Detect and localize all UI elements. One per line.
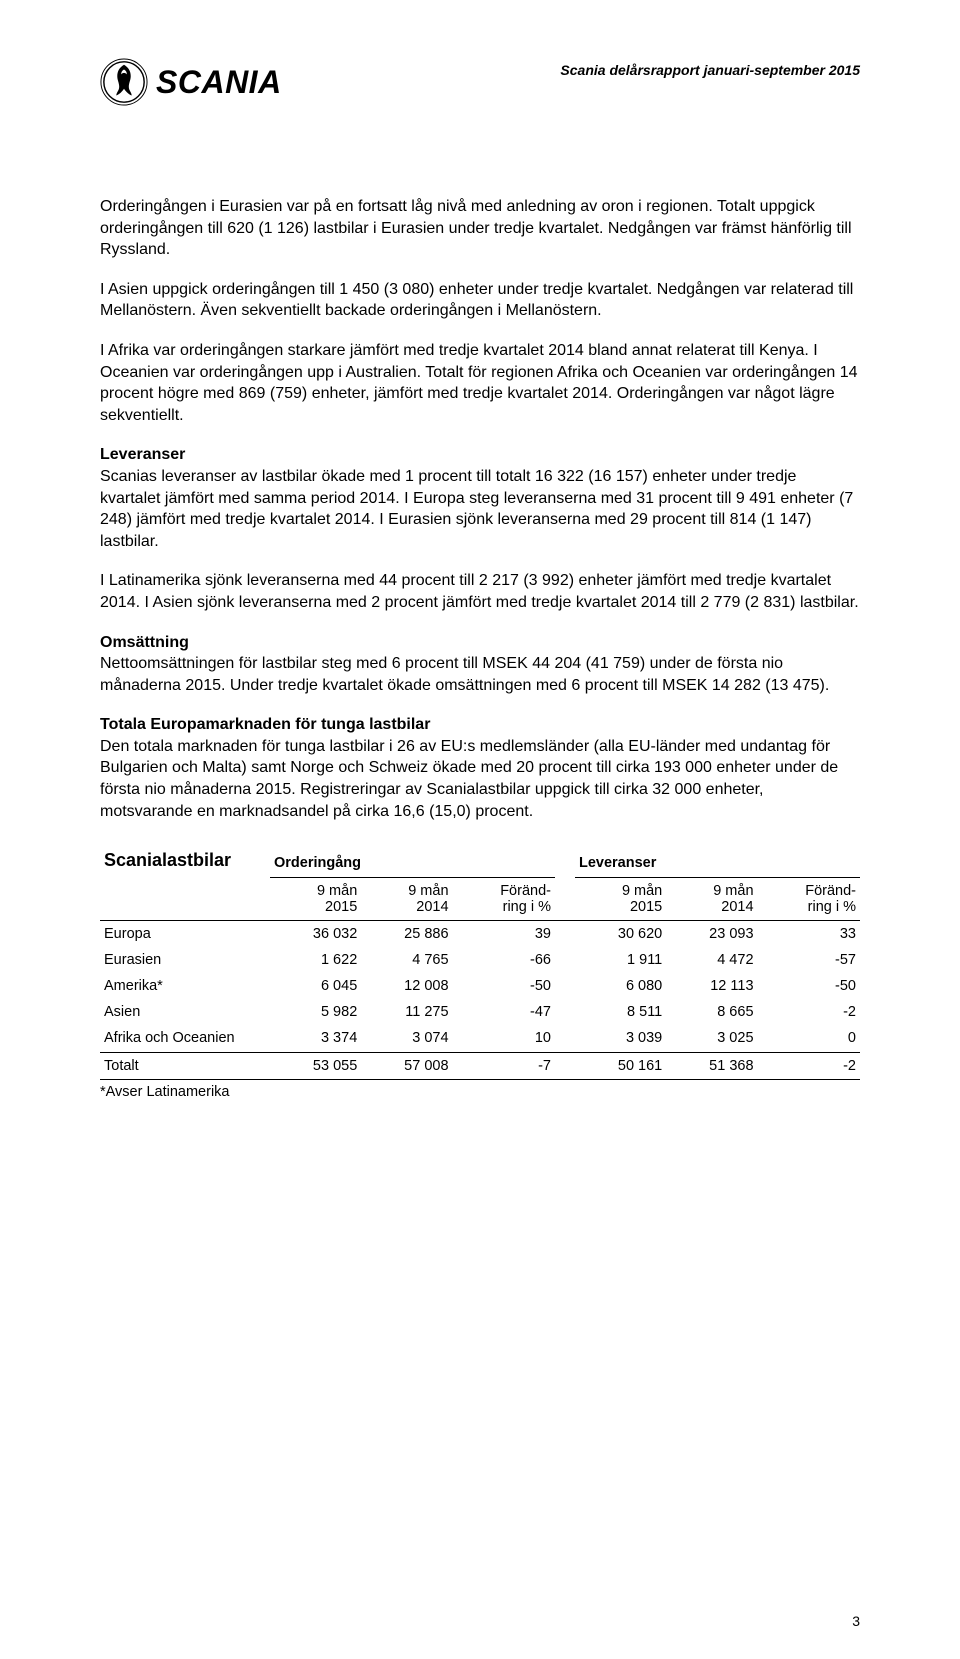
- cell: 6 045: [270, 973, 361, 999]
- table-title: Scanialastbilar: [100, 850, 270, 877]
- heading-europamarknad: Totala Europamarknaden för tunga lastbil…: [100, 716, 430, 733]
- colgroup-deliveries: Leveranser: [575, 850, 860, 877]
- cell: 3 025: [666, 1025, 757, 1053]
- table-total-row: Totalt53 05557 008-7 50 16151 368-2: [100, 1052, 860, 1079]
- cell: 3 374: [270, 1025, 361, 1053]
- row-label: Afrika och Oceanien: [100, 1025, 270, 1053]
- para-5: I Latinamerika sjönk leveranserna med 44…: [100, 570, 860, 613]
- table-row: Amerika*6 04512 008-506 08012 113-50: [100, 973, 860, 999]
- cell: 51 368: [666, 1052, 757, 1079]
- colgroup-orders: Orderingång: [270, 850, 555, 877]
- col-l14: 9 mån2014: [666, 877, 757, 920]
- para-6: Nettoomsättningen för lastbilar steg med…: [100, 655, 829, 694]
- heading-leveranser: Leveranser: [100, 446, 185, 463]
- cell: -57: [758, 947, 860, 973]
- logo-text: SCANIA: [156, 64, 282, 101]
- cell: 1 622: [270, 947, 361, 973]
- row-label: Totalt: [100, 1052, 270, 1079]
- cell: 30 620: [575, 920, 666, 947]
- cell: 39: [453, 920, 555, 947]
- cell: 4 472: [666, 947, 757, 973]
- para-4: Scanias leveranser av lastbilar ökade me…: [100, 468, 853, 550]
- cell: 4 765: [361, 947, 452, 973]
- col-lc: Föränd-ring i %: [758, 877, 860, 920]
- cell: -7: [453, 1052, 555, 1079]
- para-leveranser: Leveranser Scanias leveranser av lastbil…: [100, 444, 860, 552]
- table-row: Asien5 98211 275-47 8 5118 665-2: [100, 999, 860, 1025]
- row-label: Asien: [100, 999, 270, 1025]
- table-row: Afrika och Oceanien3 3743 07410 3 0393 02…: [100, 1025, 860, 1053]
- cell: -66: [453, 947, 555, 973]
- cell: 8 511: [575, 999, 666, 1025]
- cell: 12 113: [666, 973, 757, 999]
- cell: 11 275: [361, 999, 452, 1025]
- para-7: Den totala marknaden för tunga lastbilar…: [100, 738, 838, 820]
- cell: 12 008: [361, 973, 452, 999]
- cell: 50 161: [575, 1052, 666, 1079]
- row-label: Eurasien: [100, 947, 270, 973]
- cell: 6 080: [575, 973, 666, 999]
- para-europamarknad: Totala Europamarknaden för tunga lastbil…: [100, 714, 860, 822]
- para-3: I Afrika var orderingången starkare jämf…: [100, 340, 860, 426]
- document-title: Scania delårsrapport januari-september 2…: [560, 62, 860, 78]
- table-row: Eurasien1 6224 765-66 1 9114 472-57: [100, 947, 860, 973]
- cell: 53 055: [270, 1052, 361, 1079]
- cell: 3 074: [361, 1025, 452, 1053]
- row-label: Europa: [100, 920, 270, 947]
- page-number: 3: [852, 1613, 860, 1629]
- cell: -50: [758, 973, 860, 999]
- cell: 33: [758, 920, 860, 947]
- cell: 25 886: [361, 920, 452, 947]
- cell: 0: [758, 1025, 860, 1053]
- cell: 3 039: [575, 1025, 666, 1053]
- table-row: Europa36 03225 88639 30 62023 09333: [100, 920, 860, 947]
- cell: 1 911: [575, 947, 666, 973]
- cell: 5 982: [270, 999, 361, 1025]
- heading-omsattning: Omsättning: [100, 634, 189, 651]
- page-header: SCANIA Scania delårsrapport januari-sept…: [100, 58, 860, 106]
- cell: 10: [453, 1025, 555, 1053]
- cell: 36 032: [270, 920, 361, 947]
- col-oc: Föränd-ring i %: [453, 877, 555, 920]
- cell: -2: [758, 1052, 860, 1079]
- table-footnote: *Avser Latinamerika: [100, 1084, 860, 1100]
- trucks-table: Scanialastbilar Orderingång Leveranser 9…: [100, 850, 860, 1100]
- cell: -2: [758, 999, 860, 1025]
- cell: 23 093: [666, 920, 757, 947]
- cell: 8 665: [666, 999, 757, 1025]
- body-text: Orderingången i Eurasien var på en forts…: [100, 196, 860, 822]
- scania-griffin-icon: [100, 58, 148, 106]
- col-o14: 9 mån2014: [361, 877, 452, 920]
- logo: SCANIA: [100, 58, 282, 106]
- para-1: Orderingången i Eurasien var på en forts…: [100, 196, 860, 261]
- para-2: I Asien uppgick orderingången till 1 450…: [100, 279, 860, 322]
- col-o15: 9 mån2015: [270, 877, 361, 920]
- row-label: Amerika*: [100, 973, 270, 999]
- cell: -47: [453, 999, 555, 1025]
- col-l15: 9 mån2015: [575, 877, 666, 920]
- cell: 57 008: [361, 1052, 452, 1079]
- para-omsattning: Omsättning Nettoomsättningen för lastbil…: [100, 632, 860, 697]
- cell: -50: [453, 973, 555, 999]
